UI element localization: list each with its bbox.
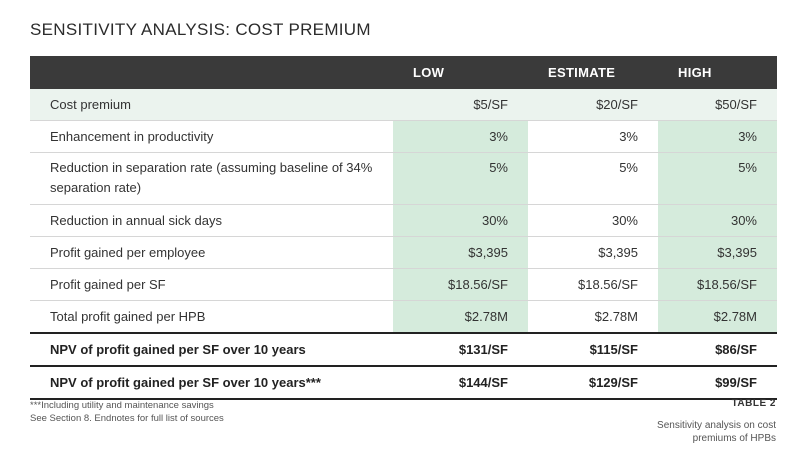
cell-low: $131/SF	[393, 332, 528, 367]
row-label: Reduction in separation rate (assuming b…	[30, 152, 393, 205]
cell-estimate: $18.56/SF	[528, 268, 658, 301]
header-estimate: ESTIMATE	[528, 56, 658, 89]
table-row: Total profit gained per HPB $2.78M $2.78…	[30, 300, 777, 334]
npv-row: NPV of profit gained per SF over 10 year…	[30, 332, 777, 367]
cell-estimate: 30%	[528, 204, 658, 237]
header-low: LOW	[393, 56, 528, 89]
row-label: Total profit gained per HPB	[30, 300, 393, 334]
row-label: NPV of profit gained per SF over 10 year…	[30, 366, 393, 400]
cell-low: $144/SF	[393, 366, 528, 400]
cell-low: $5/SF	[393, 89, 528, 121]
cell-estimate: 5%	[528, 152, 658, 205]
cell-high: 5%	[658, 152, 777, 205]
cell-high: $50/SF	[658, 89, 777, 121]
table-row: Cost premium $5/SF $20/SF $50/SF	[30, 89, 777, 121]
cell-low: 5%	[393, 152, 528, 205]
cell-estimate: $3,395	[528, 236, 658, 269]
footnotes: ***Including utility and maintenance sav…	[30, 399, 224, 425]
header-high: HIGH	[658, 56, 777, 89]
row-label: Profit gained per employee	[30, 236, 393, 269]
cell-estimate: $129/SF	[528, 366, 658, 400]
cell-high: 30%	[658, 204, 777, 237]
row-label: Enhancement in productivity	[30, 120, 393, 153]
cell-estimate: 3%	[528, 120, 658, 153]
footnote-sources: See Section 8. Endnotes for full list of…	[30, 413, 224, 424]
table-row: Reduction in separation rate (assuming b…	[30, 152, 777, 205]
table-caption: Sensitivity analysis on cost premiums of…	[657, 420, 776, 444]
cell-low: 30%	[393, 204, 528, 237]
cell-high: $86/SF	[658, 332, 777, 367]
cell-high: $3,395	[658, 236, 777, 269]
cell-low: 3%	[393, 120, 528, 153]
table-row: Reduction in annual sick days 30% 30% 30…	[30, 204, 777, 237]
cell-estimate: $2.78M	[528, 300, 658, 334]
page-title: SENSITIVITY ANALYSIS: COST PREMIUM	[30, 20, 371, 39]
row-label: NPV of profit gained per SF over 10 year…	[30, 332, 393, 367]
row-label: Reduction in annual sick days	[30, 204, 393, 237]
cell-high: 3%	[658, 120, 777, 153]
footnote-savings: ***Including utility and maintenance sav…	[30, 400, 214, 411]
cell-low: $3,395	[393, 236, 528, 269]
table-row: Enhancement in productivity 3% 3% 3%	[30, 120, 777, 153]
cell-estimate: $20/SF	[528, 89, 658, 121]
table-row: Profit gained per employee $3,395 $3,395…	[30, 236, 777, 269]
table-header-row: LOW ESTIMATE HIGH	[30, 56, 777, 89]
table-number-label: TABLE 2	[731, 398, 776, 409]
cell-high: $18.56/SF	[658, 268, 777, 301]
sensitivity-table: LOW ESTIMATE HIGH Cost premium $5/SF $20…	[30, 56, 777, 400]
row-label: Profit gained per SF	[30, 268, 393, 301]
npv-row-with-savings: NPV of profit gained per SF over 10 year…	[30, 366, 777, 400]
header-label-column	[30, 56, 393, 89]
row-label: Cost premium	[30, 89, 393, 121]
cell-high: $99/SF	[658, 366, 777, 400]
cell-low: $18.56/SF	[393, 268, 528, 301]
cell-low: $2.78M	[393, 300, 528, 334]
cell-high: $2.78M	[658, 300, 777, 334]
cell-estimate: $115/SF	[528, 332, 658, 367]
table-row: Profit gained per SF $18.56/SF $18.56/SF…	[30, 268, 777, 301]
